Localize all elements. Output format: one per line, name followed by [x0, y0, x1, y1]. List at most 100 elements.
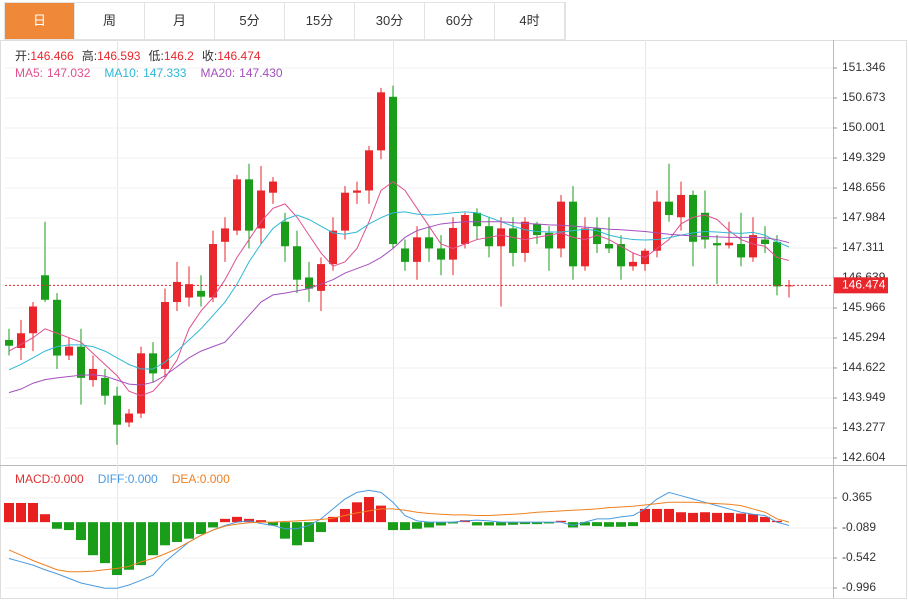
candle-body	[137, 353, 145, 414]
candle-body	[53, 299, 61, 356]
macd-bar	[160, 522, 170, 546]
candle-body	[233, 179, 241, 231]
period-tab[interactable]: 15分	[285, 3, 355, 39]
y-tick-label: 151.346	[842, 60, 886, 74]
y-tick-label: 145.294	[842, 330, 886, 344]
macd-bar	[616, 522, 626, 527]
macd-bar	[676, 512, 686, 523]
macd-bar	[484, 522, 494, 526]
macd-bar	[28, 502, 38, 523]
candle-body	[761, 239, 769, 245]
macd-bar	[712, 512, 722, 523]
candle-body	[545, 232, 553, 249]
ohlc-value: 146.474	[217, 49, 261, 63]
candle-body	[389, 96, 397, 245]
period-tab[interactable]: 周	[75, 3, 145, 39]
period-tab[interactable]: 4时	[495, 3, 565, 39]
period-tab[interactable]: 5分	[215, 3, 285, 39]
macd-bar	[748, 514, 758, 523]
macd-bar	[40, 514, 50, 523]
candle-body	[353, 190, 361, 193]
macd-bar	[568, 522, 578, 528]
frame	[0, 40, 907, 599]
candle-body	[413, 237, 421, 262]
macd-bar	[352, 502, 362, 523]
period-tabs: 日周月 5分 15分 30分 60分 4时	[4, 2, 566, 40]
candle-body	[17, 333, 25, 348]
period-tab[interactable]: 日	[5, 3, 75, 39]
candle-body	[329, 230, 337, 265]
candle-body	[533, 223, 541, 236]
ohlc-label: 开:	[15, 49, 30, 63]
candle-body	[221, 228, 229, 242]
last-price-box	[834, 277, 888, 294]
candle-body	[197, 290, 205, 297]
macd-bar	[4, 502, 14, 523]
macd-bar	[772, 520, 782, 523]
candle-body	[713, 243, 721, 246]
macd-bar	[412, 522, 422, 529]
candle-body	[449, 227, 457, 260]
macd-bar	[604, 522, 614, 527]
y-tick-label: 149.329	[842, 150, 886, 164]
candle-body	[125, 413, 133, 423]
candle-body	[497, 228, 505, 247]
indicator-line	[8, 501, 790, 573]
candle-body	[509, 228, 517, 253]
candle-body	[461, 215, 469, 245]
ma-label: MA20:	[200, 66, 235, 80]
candle-body	[317, 264, 325, 291]
macd-bar	[112, 522, 122, 576]
y-tick-label: 147.984	[842, 210, 886, 224]
candle-body	[173, 281, 181, 303]
period-tab[interactable]: 30分	[355, 3, 425, 39]
macd-bar	[184, 522, 194, 539]
macd-bar	[472, 522, 482, 526]
candle-body	[677, 194, 685, 218]
macd-value: 0.000	[200, 472, 230, 486]
macd-bar	[64, 522, 74, 531]
macd-bar	[592, 522, 602, 527]
macd-bar	[508, 522, 518, 525]
candle-body	[581, 228, 589, 267]
macd-readout: MACD:0.000 DIFF:0.000 DEA:0.000	[15, 472, 230, 486]
macd-bar	[304, 522, 314, 542]
macd-bar	[520, 522, 530, 525]
candle-body	[161, 302, 169, 369]
macd-value: 0.000	[54, 472, 84, 486]
period-tab[interactable]: 60分	[425, 3, 495, 39]
candle-body	[293, 246, 301, 280]
ma-value: 147.430	[239, 66, 283, 80]
macd-bar	[16, 502, 26, 523]
macd-bar	[172, 522, 182, 542]
period-tab[interactable]: 月	[145, 3, 215, 39]
indicator-line	[8, 180, 790, 397]
macd-bar	[760, 516, 770, 523]
candle-body	[629, 261, 637, 267]
macd-bar	[544, 522, 554, 524]
macd-bar	[256, 520, 266, 523]
macd-bar	[448, 522, 458, 524]
macd-bar	[652, 508, 662, 523]
candle-body	[605, 244, 613, 249]
macd-bar	[532, 522, 542, 525]
ohlc-label: 收:	[202, 49, 217, 63]
candle-body	[365, 150, 373, 191]
macd-bar	[424, 522, 434, 528]
macd-bar	[736, 513, 746, 523]
candle-body	[485, 226, 493, 247]
macd-bar	[232, 516, 242, 523]
y-tick-label: 150.673	[842, 90, 886, 104]
candle-body	[377, 92, 385, 151]
macd-bar	[220, 518, 230, 523]
candle-body	[521, 221, 529, 253]
macd-bar	[196, 522, 206, 535]
y-tick-label: 142.604	[842, 450, 886, 464]
y-tick-label: 144.622	[842, 360, 886, 374]
ma-value: 147.333	[143, 66, 187, 80]
candle-body	[305, 277, 313, 289]
macd-bar	[556, 520, 566, 523]
indicator-line	[8, 211, 790, 371]
